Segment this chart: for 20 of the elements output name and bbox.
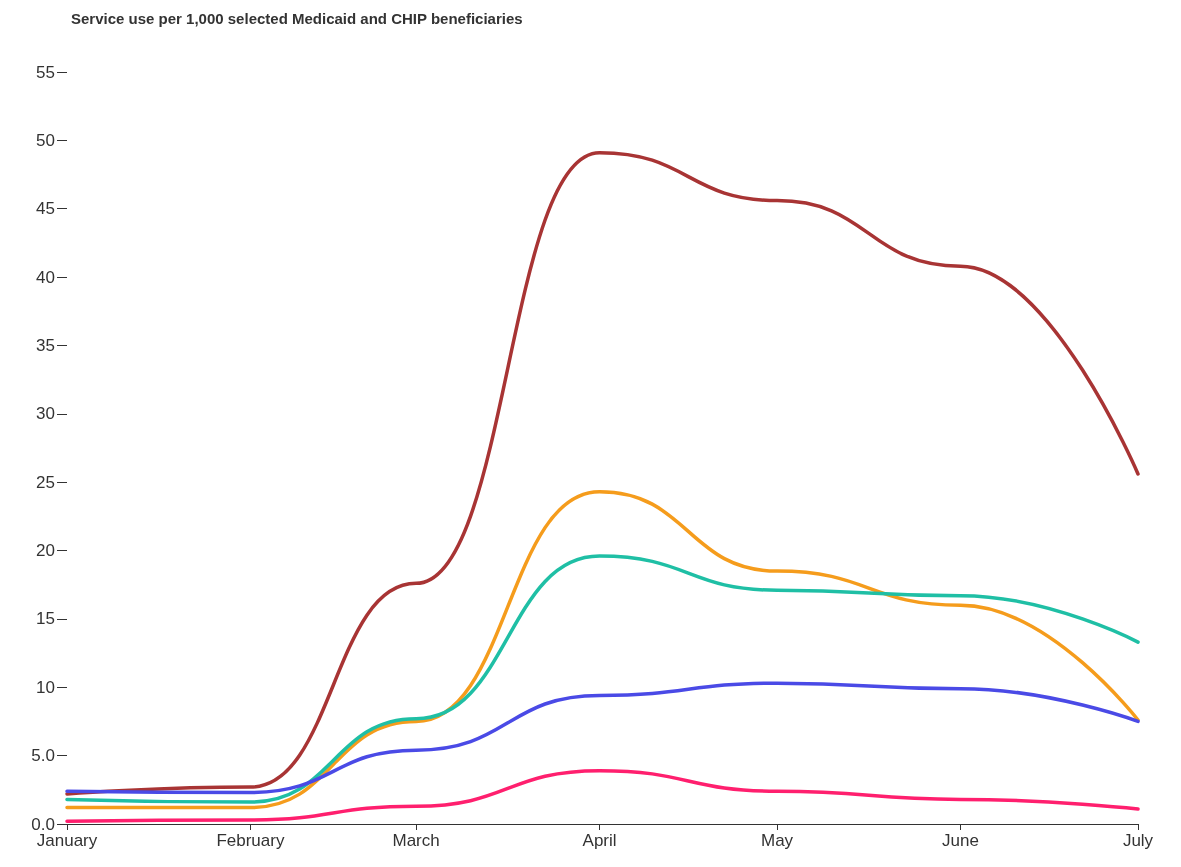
x-tick-label: May bbox=[760, 831, 794, 850]
x-tick-label: April bbox=[582, 831, 617, 850]
y-tick-label: 5.0 bbox=[31, 746, 55, 766]
y-tick-label: 10 bbox=[36, 677, 55, 697]
y-tick-label: 40 bbox=[36, 267, 55, 287]
x-tick-label: July bbox=[1122, 831, 1154, 850]
y-tick-label: 20 bbox=[36, 541, 55, 561]
y-tick-label: 35 bbox=[36, 335, 55, 355]
y-tick-label: 0.0 bbox=[31, 814, 55, 834]
y-tick-label: 30 bbox=[36, 404, 55, 424]
x-tick-label: February bbox=[216, 831, 285, 850]
x-tick-label: March bbox=[392, 831, 440, 850]
y-tick-label: 25 bbox=[36, 472, 55, 492]
x-tick-label: January bbox=[36, 831, 98, 850]
y-tick-label: 55 bbox=[36, 62, 55, 82]
chart-title: Service use per 1,000 selected Medicaid and CHIP beneficiaries bbox=[71, 10, 523, 27]
y-tick-label: 50 bbox=[36, 130, 55, 150]
y-tick-label: 45 bbox=[36, 199, 55, 219]
y-tick-label: 15 bbox=[36, 609, 55, 629]
x-tick-label: June bbox=[942, 831, 979, 850]
